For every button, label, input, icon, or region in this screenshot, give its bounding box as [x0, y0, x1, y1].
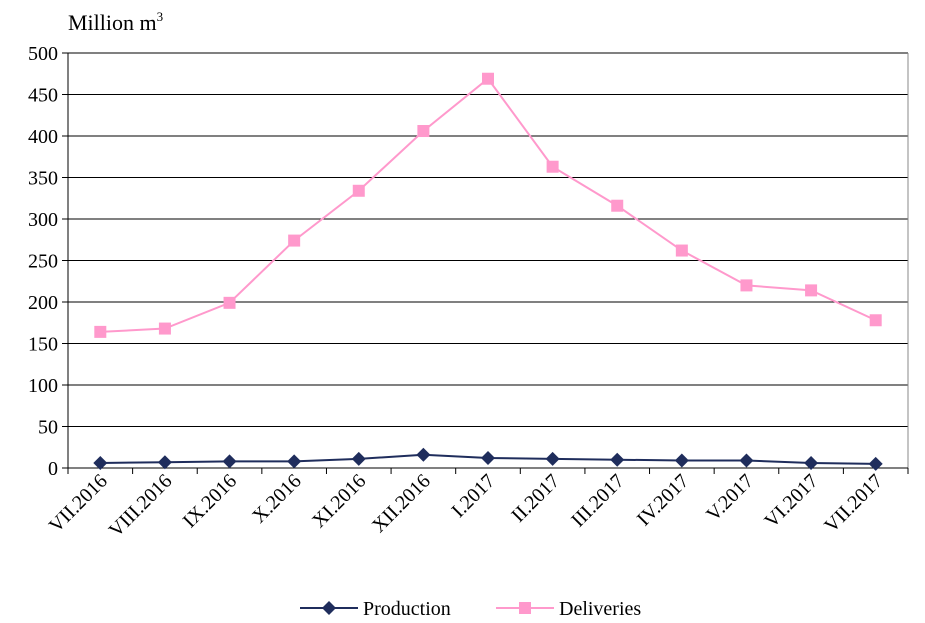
x-tick-label: XII.2016 [368, 470, 435, 537]
data-point-deliveries [611, 199, 624, 212]
x-tick-label: II.2017 [507, 470, 564, 527]
legend-item-production: Production [300, 598, 451, 620]
y-tick-label: 200 [28, 292, 58, 314]
data-point-deliveries [805, 284, 818, 297]
y-tick-label: 450 [28, 85, 58, 107]
x-tick-label: VIII.2016 [105, 470, 177, 542]
legend-item-deliveries: Deliveries [496, 598, 641, 620]
y-tick-label: 250 [28, 251, 58, 273]
data-point-deliveries [482, 72, 494, 85]
data-point-production [739, 453, 754, 468]
y-tick-label: 150 [28, 334, 58, 356]
series-production [93, 447, 883, 471]
legend-label-deliveries: Deliveries [559, 598, 641, 620]
data-point-production [287, 454, 302, 469]
x-tick-label: VII.2017 [820, 470, 887, 537]
data-point-production [804, 456, 819, 471]
data-point-deliveries [675, 244, 688, 257]
y-tick-label: 300 [28, 209, 58, 231]
legend-marker-production [322, 601, 336, 615]
x-tick-label: XI.2016 [308, 470, 370, 532]
y-axis-ticks: 0 50 100 150 200 250 300 350 400 450 500 [28, 43, 68, 480]
y-tick-label: 500 [28, 43, 58, 65]
data-point-production [351, 451, 366, 466]
data-point-deliveries [158, 322, 171, 335]
series-deliveries [94, 72, 882, 338]
legend-label-production: Production [363, 598, 451, 620]
y-axis-unit-label: Million m3 [68, 9, 163, 35]
data-point-deliveries [546, 160, 559, 173]
data-point-production [157, 455, 172, 470]
data-point-production [610, 452, 625, 467]
data-point-deliveries [94, 325, 107, 338]
series-line-deliveries [100, 77, 877, 333]
y-tick-label: 50 [38, 417, 58, 439]
data-point-deliveries [417, 125, 430, 138]
data-point-production [222, 454, 237, 469]
data-point-deliveries [740, 279, 753, 292]
data-point-production [868, 456, 883, 471]
x-tick-label: X.2016 [248, 470, 306, 528]
data-point-production [674, 453, 689, 468]
data-point-production [481, 451, 495, 466]
legend: Production Deliveries [300, 598, 641, 620]
x-tick-label: VII.2016 [45, 470, 112, 537]
x-tick-label: III.2017 [567, 470, 629, 532]
y-tick-label: 400 [28, 126, 58, 148]
axes [67, 53, 909, 469]
series-layer [93, 72, 883, 471]
gridlines [68, 52, 908, 427]
x-tick-label: IV.2017 [633, 470, 693, 530]
data-point-deliveries [352, 184, 365, 197]
y-tick-label: 0 [48, 458, 58, 480]
data-point-deliveries [223, 296, 236, 309]
data-point-deliveries [288, 234, 301, 247]
data-point-deliveries [869, 314, 882, 327]
x-tick-label: VI.2017 [760, 470, 822, 532]
x-tick-label: I.2017 [447, 470, 499, 522]
x-tick-label: V.2017 [702, 470, 758, 526]
legend-marker-deliveries [519, 602, 531, 614]
y-tick-label: 350 [28, 168, 58, 190]
y-axis-unit-text: Million m [68, 10, 157, 35]
data-point-production [93, 456, 108, 471]
data-point-production [416, 447, 431, 462]
data-point-production [545, 451, 560, 466]
y-tick-label: 100 [28, 375, 58, 397]
x-tick-label: IX.2016 [179, 470, 241, 532]
y-axis-unit-superscript: 3 [157, 9, 164, 24]
